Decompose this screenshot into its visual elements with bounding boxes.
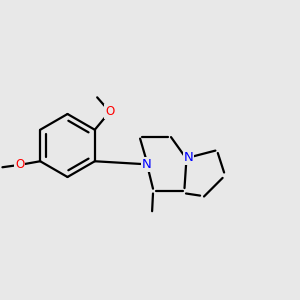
Text: O: O — [105, 105, 114, 118]
Text: N: N — [184, 151, 193, 164]
Text: O: O — [15, 158, 24, 171]
Text: N: N — [142, 158, 152, 171]
